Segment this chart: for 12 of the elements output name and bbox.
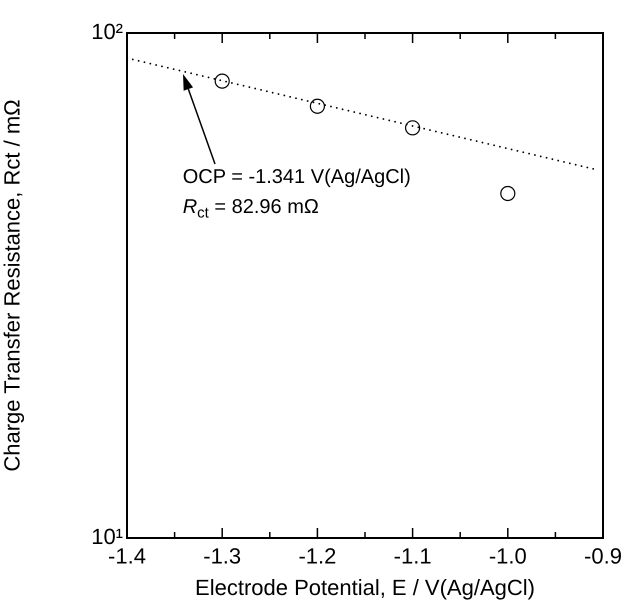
x-tick-label: -1.3 [203,543,242,568]
y-tick-label: 10² [91,19,123,44]
point [214,74,230,89]
x-tick-label: -0.9 [584,543,622,568]
point [310,98,325,114]
point [500,186,516,202]
y-axis-title: Charge Transfer Resistance, Rct / mΩ [0,99,24,472]
x-tick-label: -1.0 [488,543,527,568]
x-tick-label: -1.2 [298,543,336,568]
x-axis-title: Electrode Potential, E / V(Ag/AgCl) [195,574,535,600]
x-tick-label: -1.1 [394,543,432,568]
point [405,120,420,136]
